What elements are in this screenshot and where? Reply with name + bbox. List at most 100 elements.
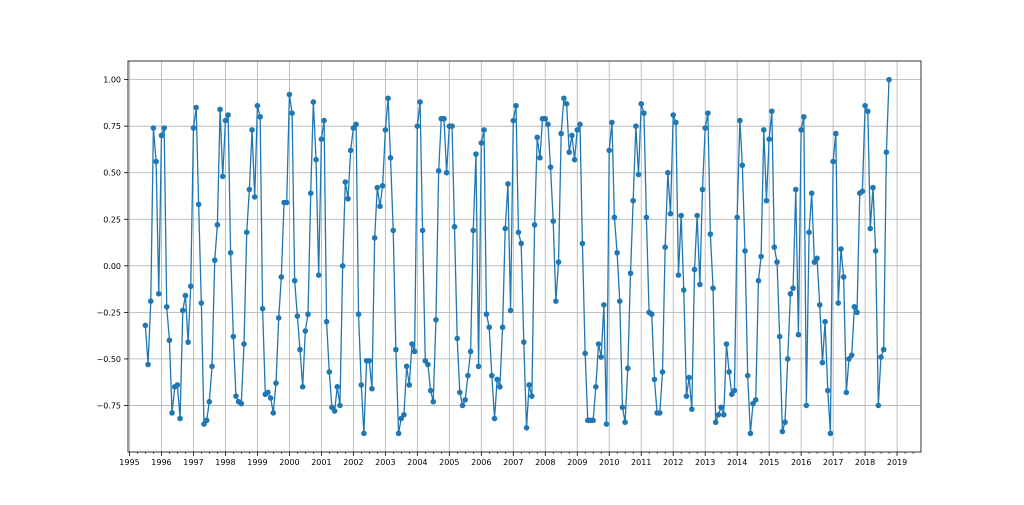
data-point [808, 190, 815, 196]
data-point [345, 195, 351, 202]
data-point [286, 91, 293, 98]
data-point [294, 313, 301, 319]
data-point [752, 397, 759, 403]
data-point [494, 376, 500, 383]
data-point [169, 410, 175, 416]
data-point [595, 341, 602, 347]
data-point [718, 404, 724, 411]
data-point [683, 393, 690, 399]
data-point [723, 341, 730, 347]
data-point [641, 110, 647, 116]
data-point [497, 384, 503, 390]
y-tick-label: 0.50 [103, 169, 121, 178]
data-point [675, 272, 682, 278]
data-point [761, 127, 767, 133]
data-point [355, 311, 362, 318]
data-point [315, 272, 322, 278]
data-point [313, 156, 319, 163]
data-point [145, 361, 151, 368]
x-tick-label: 2012 [663, 458, 683, 467]
data-point [830, 158, 836, 165]
data-point [835, 300, 842, 306]
data-point [784, 356, 791, 362]
data-point [798, 127, 804, 133]
data-point [648, 311, 655, 318]
data-point [233, 393, 239, 399]
data-point [633, 123, 639, 129]
data-point [243, 229, 250, 236]
data-point [326, 369, 333, 375]
data-point [611, 214, 618, 221]
x-tick-label: 1999 [247, 458, 267, 467]
x-tick-label: 2005 [439, 458, 459, 467]
x-tick-label: 2013 [695, 458, 715, 467]
x-tick-label: 2017 [823, 458, 843, 467]
x-tick-label: 2000 [279, 458, 299, 467]
data-point [473, 151, 479, 157]
data-point [475, 363, 482, 370]
series-layer [142, 76, 892, 437]
data-point [880, 346, 887, 353]
data-point [251, 194, 258, 200]
data-point [771, 244, 778, 250]
data-point [801, 114, 807, 120]
data-point [142, 322, 149, 329]
data-point [739, 162, 746, 169]
data-point [806, 229, 812, 236]
data-point [678, 212, 684, 219]
data-point [744, 372, 751, 379]
data-point [854, 309, 860, 316]
data-point [593, 384, 599, 390]
data-point [411, 348, 418, 355]
data-point [518, 240, 524, 247]
data-point [766, 136, 772, 142]
data-point [198, 300, 205, 306]
data-point [694, 212, 700, 219]
data-point [273, 380, 279, 386]
data-point [395, 430, 402, 437]
data-point [259, 305, 266, 312]
data-point [377, 203, 383, 210]
data-point [483, 311, 490, 318]
data-point [707, 231, 714, 237]
data-point [686, 374, 692, 381]
data-point [603, 421, 610, 427]
data-point [667, 210, 674, 217]
data-point [662, 244, 668, 250]
x-tick-label: 2019 [887, 458, 907, 467]
data-point [840, 274, 847, 280]
data-point [302, 328, 309, 334]
data-point [638, 101, 645, 107]
data-point [619, 404, 626, 411]
data-point [505, 181, 511, 187]
data-point [334, 384, 341, 390]
data-point [219, 173, 226, 180]
data-point [374, 184, 381, 191]
x-tick-label: 2008 [535, 458, 555, 467]
data-point [481, 127, 487, 133]
data-point [307, 190, 314, 196]
data-point [665, 169, 671, 176]
y-tick-label: 0.75 [103, 122, 121, 131]
data-point [782, 419, 788, 426]
data-point [323, 318, 330, 325]
data-point [625, 365, 631, 372]
data-point [875, 402, 882, 409]
data-point [792, 186, 799, 193]
data-point [547, 164, 554, 170]
x-tick-label: 1998 [215, 458, 235, 467]
data-point [289, 110, 295, 116]
data-point [443, 169, 450, 176]
x-tick-label: 2015 [759, 458, 779, 467]
data-point [217, 106, 223, 113]
data-point [222, 117, 229, 124]
y-tick-label: 0.25 [103, 215, 121, 224]
data-point [523, 425, 530, 431]
data-point [627, 270, 634, 277]
data-point [249, 127, 255, 133]
data-point [238, 400, 245, 407]
data-point [270, 410, 277, 416]
data-point [616, 298, 623, 304]
data-point [769, 108, 775, 115]
x-axis: 1995 1996 1997 1998 1999 2000 2001 2002 2003 2004… [119, 452, 914, 467]
